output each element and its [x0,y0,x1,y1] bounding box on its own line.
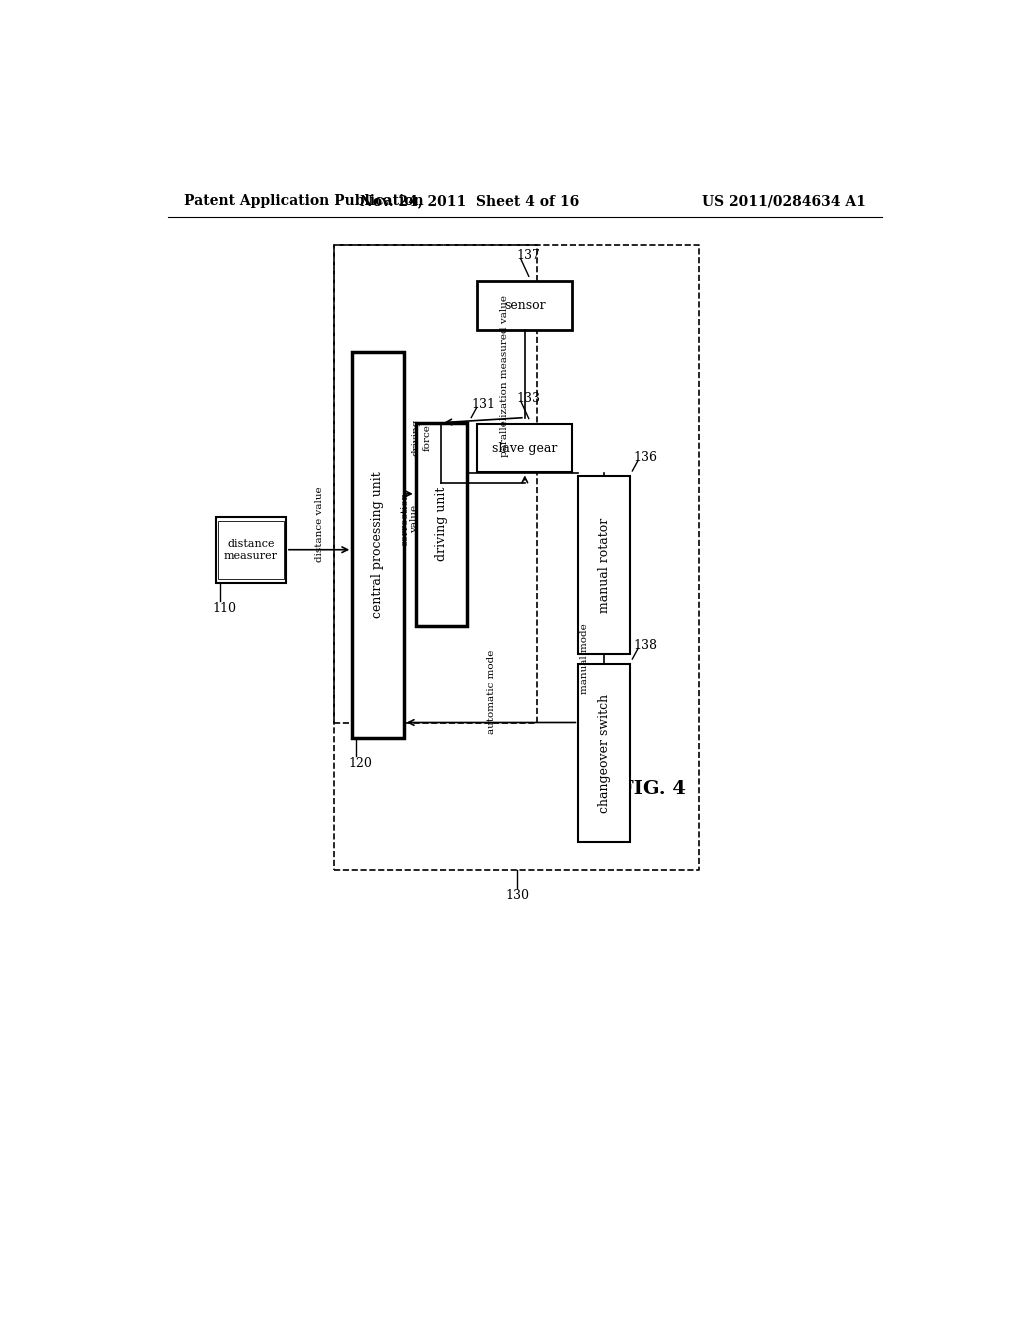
Bar [416,422,467,626]
Text: distance
measurer: distance measurer [224,539,278,561]
Bar [579,477,630,653]
Bar [477,281,572,330]
Text: manual mode: manual mode [580,623,589,694]
Text: US 2011/0284634 A1: US 2011/0284634 A1 [702,194,866,209]
Text: 133: 133 [517,392,541,405]
Text: sensor: sensor [504,300,546,313]
Text: Nov. 24, 2011  Sheet 4 of 16: Nov. 24, 2011 Sheet 4 of 16 [359,194,579,209]
Text: manual rotator: manual rotator [598,517,610,612]
Text: correction
value: correction value [400,492,420,546]
Bar [579,664,630,842]
Text: 136: 136 [634,451,657,465]
Text: 137: 137 [517,249,541,263]
Text: automatic mode: automatic mode [486,649,496,734]
Text: 131: 131 [471,397,496,411]
Text: 130: 130 [505,888,529,902]
Bar [352,351,403,738]
Bar [477,424,572,473]
Text: changeover switch: changeover switch [598,693,610,813]
Text: parallelization measured value: parallelization measured value [501,296,510,458]
Text: central processing unit: central processing unit [372,471,384,618]
Text: 138: 138 [634,639,657,652]
Text: slave gear: slave gear [493,442,557,454]
Bar [216,516,286,582]
Text: driving unit: driving unit [435,487,447,561]
Bar [218,521,284,578]
Text: driving
force: driving force [412,418,431,457]
Text: 120: 120 [348,756,372,770]
Text: 110: 110 [212,602,237,615]
Text: Patent Application Publication: Patent Application Publication [183,194,423,209]
Text: FIG. 4: FIG. 4 [620,780,686,797]
Text: distance value: distance value [314,487,324,562]
